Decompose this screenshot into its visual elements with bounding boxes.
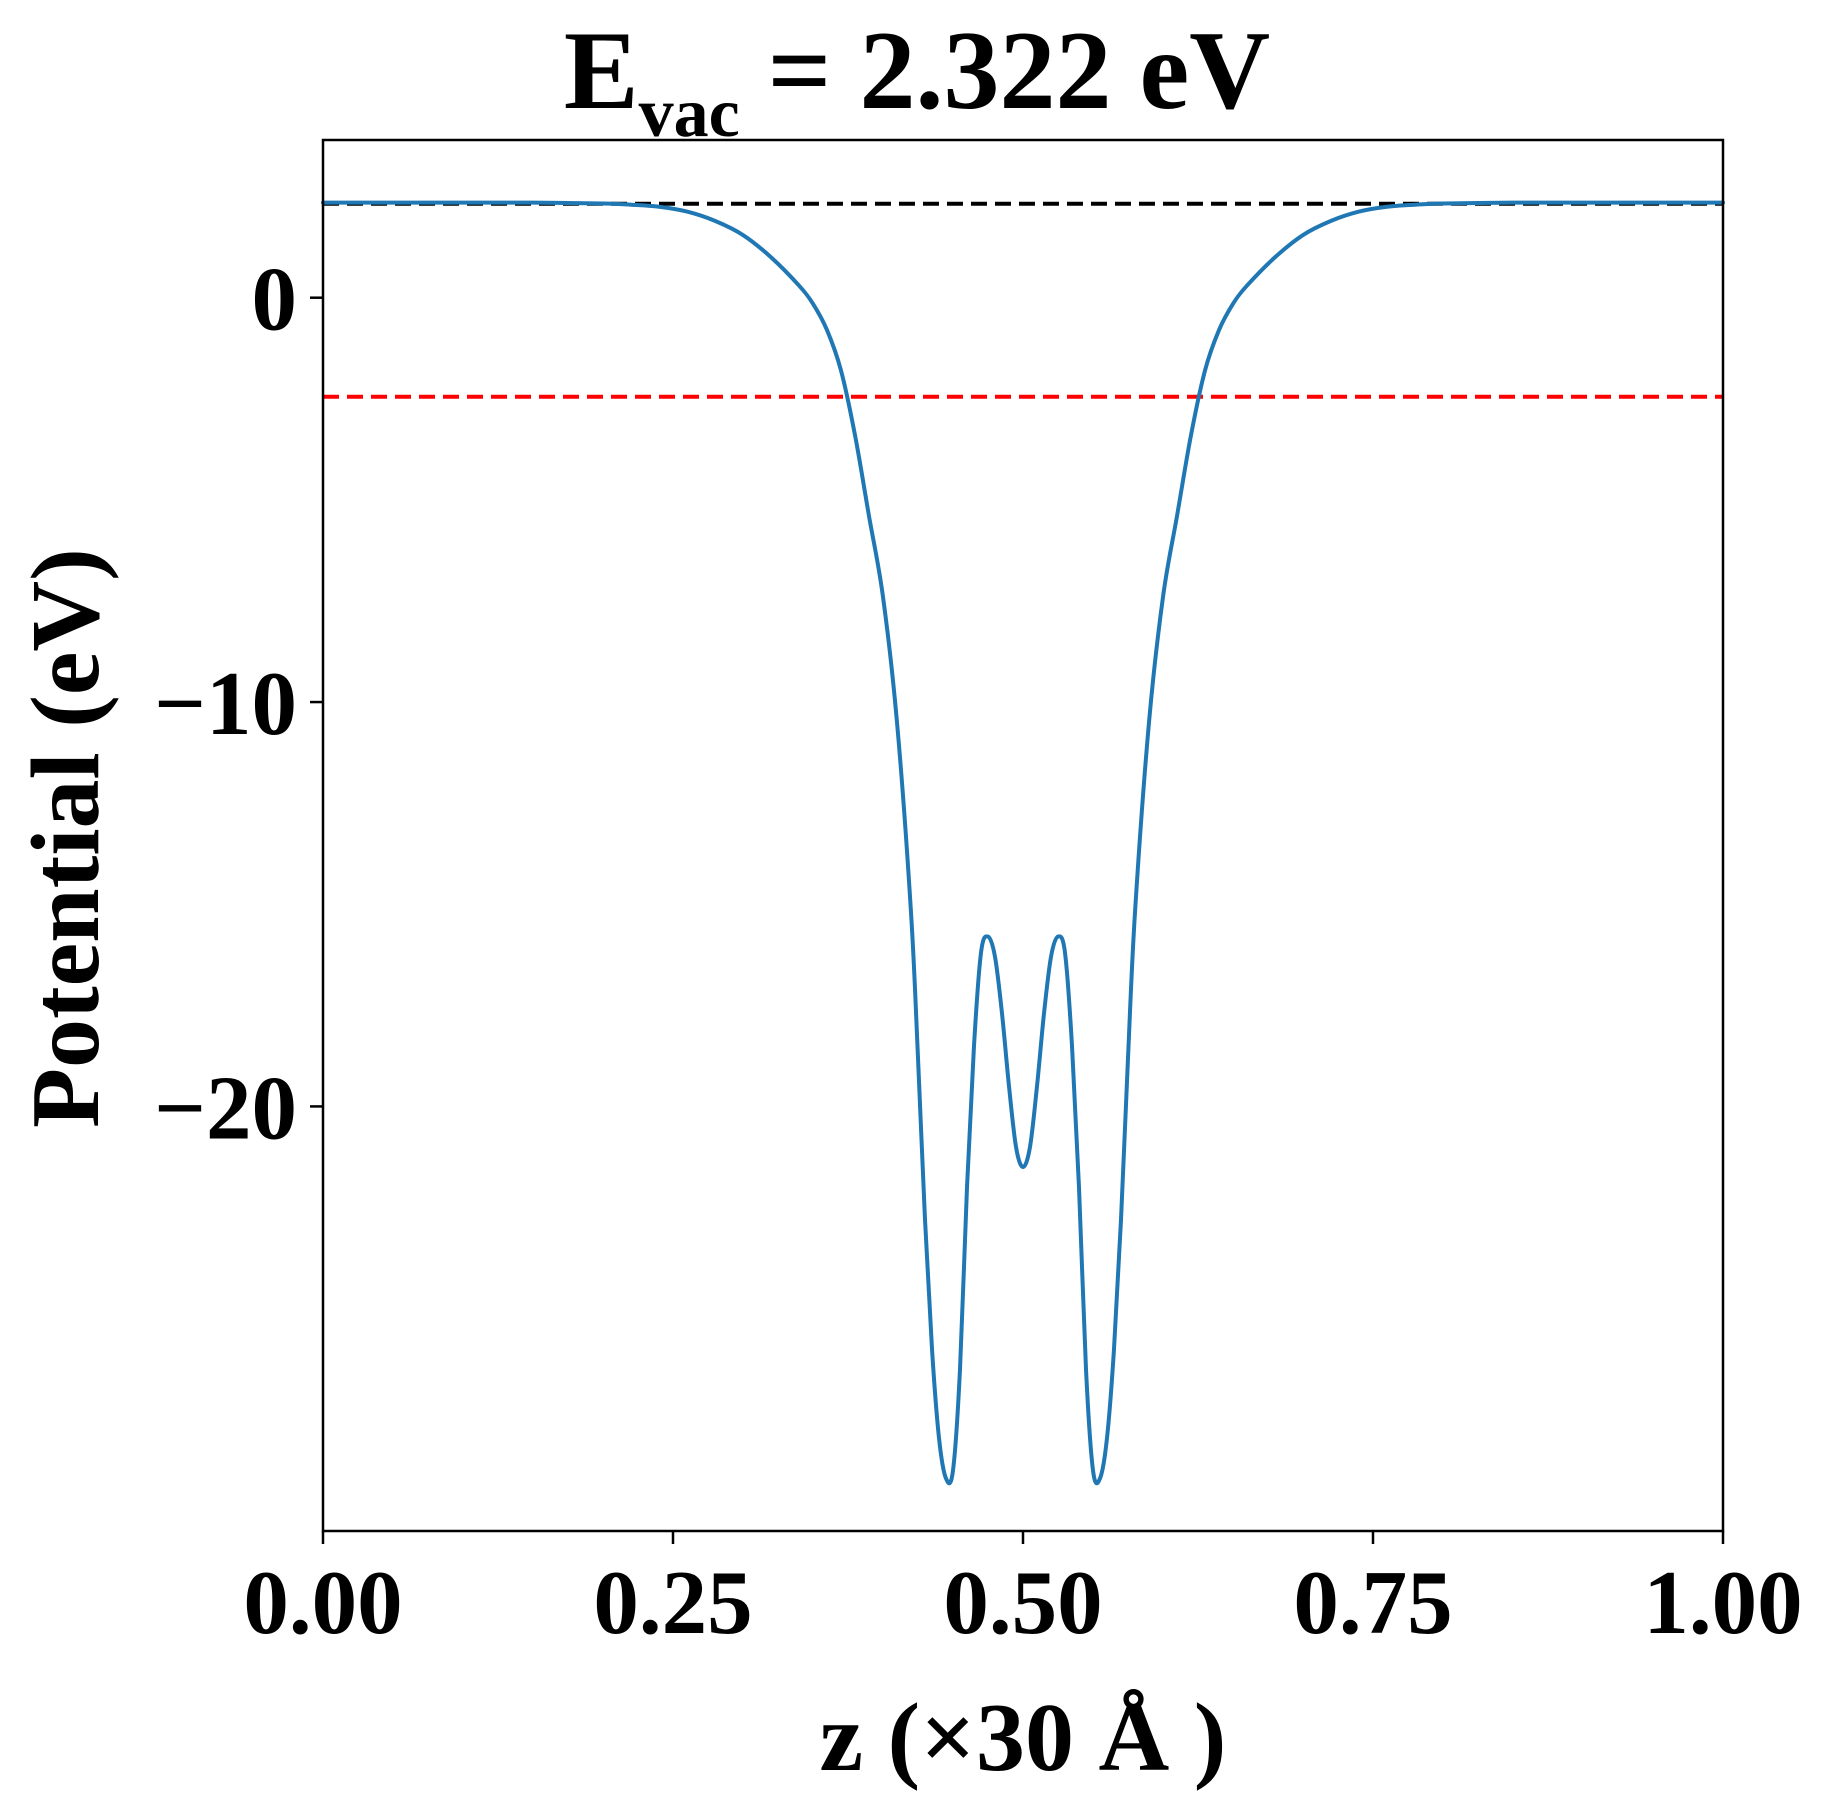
y-tick-label-2: −20: [154, 1057, 297, 1158]
y-tick-label-1: −10: [154, 653, 297, 754]
plot-area: [321, 200, 1725, 1486]
y-axis: 0 −10 −20: [154, 249, 323, 1158]
x-tick-label-1: 0.25: [593, 1552, 752, 1653]
chart-title: Evac = 2.322 eV: [564, 9, 1270, 152]
x-tick-label-2: 0.50: [943, 1552, 1102, 1653]
x-tick-label-4: 1.00: [1643, 1552, 1802, 1653]
x-tick-label-3: 0.75: [1293, 1552, 1452, 1653]
y-tick-label-0: 0: [252, 249, 298, 350]
plot-frame: [321, 138, 1725, 1533]
x-axis: 0.00 0.25 0.50 0.75 1.00: [243, 1531, 1803, 1653]
y-axis-label: Potential (eV): [12, 548, 120, 1128]
chart-title-main: E: [564, 9, 639, 133]
chart-title-rest: = 2.322 eV: [740, 9, 1270, 133]
series-line-0: [321, 200, 1725, 1486]
x-tick-label-0: 0.00: [243, 1552, 402, 1653]
x-axis-label: z (×30 Å ): [820, 1684, 1227, 1792]
